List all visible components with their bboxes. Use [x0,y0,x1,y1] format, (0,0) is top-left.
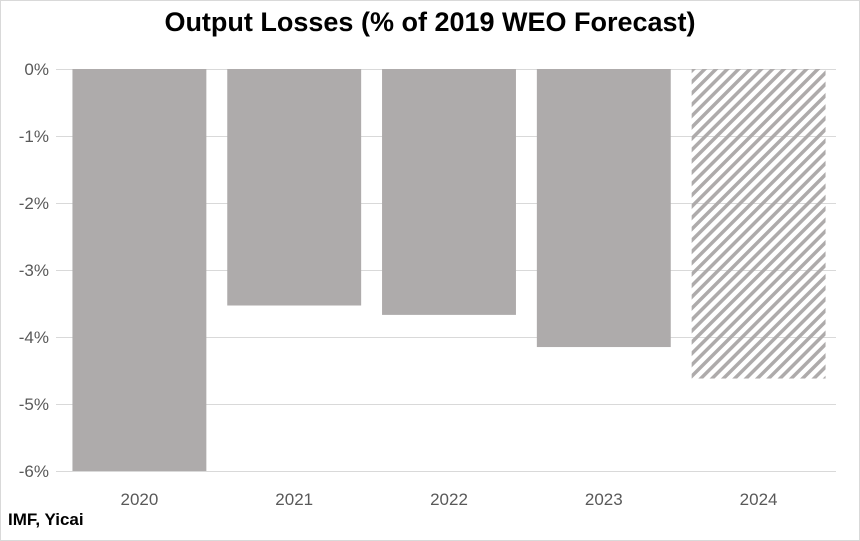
y-axis-tick-labels: 0% -1% -2% -3% -4% -5% -6% [19,60,49,481]
source-note: IMF, Yicai [8,510,84,529]
y-tick-label: -1% [19,127,49,146]
bar-2021 [227,69,362,306]
y-tick-label: 0% [24,60,49,79]
bar-2024 [691,69,826,379]
y-tick-label: -4% [19,328,49,347]
bar-2023 [536,69,671,348]
bars [72,69,826,471]
x-axis-tick-labels: 2020 2021 2022 2023 2024 [120,490,777,509]
chart-title: Output Losses (% of 2019 WEO Forecast) [164,7,696,37]
y-tick-label: -2% [19,194,49,213]
x-tick-label: 2022 [430,490,468,509]
x-tick-label: 2021 [275,490,313,509]
x-tick-label: 2023 [585,490,623,509]
x-tick-label: 2020 [120,490,158,509]
bar-2020 [72,69,207,471]
bar-2022 [382,69,516,315]
y-tick-label: -6% [19,462,49,481]
y-tick-label: -3% [19,261,49,280]
y-tick-label: -5% [19,395,49,414]
x-tick-label: 2024 [740,490,778,509]
